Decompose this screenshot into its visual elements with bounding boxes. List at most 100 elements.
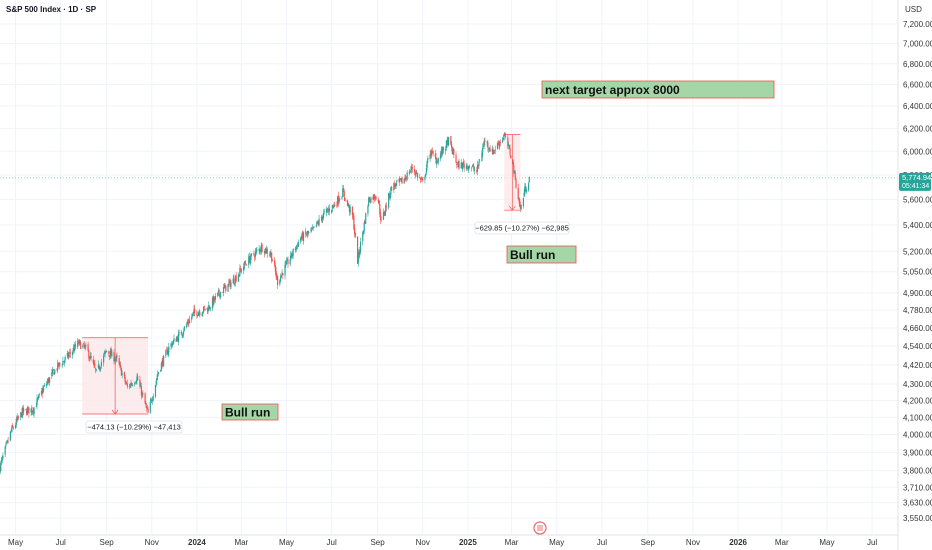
candle-body[interactable] <box>270 252 272 255</box>
candle-body[interactable] <box>240 269 242 270</box>
candle-body[interactable] <box>234 276 237 283</box>
candle-body[interactable] <box>316 222 319 224</box>
candle-body[interactable] <box>180 331 182 335</box>
candle-body[interactable] <box>456 163 458 165</box>
candle-body[interactable] <box>409 171 411 173</box>
candle-body[interactable] <box>146 407 148 409</box>
candle-body[interactable] <box>382 212 385 220</box>
candle-body[interactable] <box>410 169 412 171</box>
candle-body[interactable] <box>470 167 473 169</box>
candle-body[interactable] <box>6 440 9 443</box>
candle-body[interactable] <box>425 173 427 177</box>
candle-body[interactable] <box>235 275 237 281</box>
candle-body[interactable] <box>354 228 356 235</box>
candle-body[interactable] <box>100 362 103 367</box>
candle-body[interactable] <box>234 283 236 285</box>
candle-body[interactable] <box>502 137 505 139</box>
candle-body[interactable] <box>93 363 95 365</box>
candle-body[interactable] <box>439 154 442 159</box>
candle-body[interactable] <box>338 200 340 203</box>
candle-body[interactable] <box>63 361 65 363</box>
candle-body[interactable] <box>255 250 257 253</box>
candle-body[interactable] <box>528 177 530 183</box>
candle-body[interactable] <box>328 208 331 212</box>
candle-body[interactable] <box>453 148 455 155</box>
candle-body[interactable] <box>446 140 448 142</box>
candle-body[interactable] <box>0 459 3 463</box>
candle-body[interactable] <box>251 253 253 255</box>
candle-body[interactable] <box>197 312 200 316</box>
candle-body[interactable] <box>11 426 13 432</box>
candle-body[interactable] <box>326 209 328 210</box>
candle-body[interactable] <box>41 391 43 395</box>
candle-body[interactable] <box>499 142 502 143</box>
candle-body[interactable] <box>118 358 120 365</box>
candle-body[interactable] <box>46 381 48 384</box>
candle-body[interactable] <box>134 382 137 383</box>
candle-body[interactable] <box>147 408 149 413</box>
candle-body[interactable] <box>201 313 203 316</box>
candle-body[interactable] <box>286 259 288 262</box>
candle-body[interactable] <box>53 371 55 376</box>
candle-body[interactable] <box>482 145 485 147</box>
candle-body[interactable] <box>253 253 255 256</box>
candle-body[interactable] <box>434 153 436 157</box>
candle-body[interactable] <box>152 396 154 401</box>
candle-body[interactable] <box>83 343 85 345</box>
candle-body[interactable] <box>493 150 495 154</box>
candle-body[interactable] <box>108 355 111 357</box>
candle-body[interactable] <box>328 209 330 212</box>
candle-body[interactable] <box>486 141 488 143</box>
candle-body[interactable] <box>377 199 379 202</box>
candle-body[interactable] <box>136 376 138 382</box>
candle-body[interactable] <box>301 233 303 238</box>
candle-body[interactable] <box>177 337 179 341</box>
candle-body[interactable] <box>232 278 234 284</box>
candle-body[interactable] <box>224 284 226 288</box>
candle-body[interactable] <box>372 196 374 200</box>
candle-body[interactable] <box>316 221 318 226</box>
candle-body[interactable] <box>115 356 117 359</box>
candle-body[interactable] <box>507 137 509 147</box>
candle-body[interactable] <box>405 178 408 180</box>
candle-body[interactable] <box>157 372 160 375</box>
candle-body[interactable] <box>48 378 50 383</box>
text-notes[interactable]: Bull run Bull run next target approx 8000 <box>221 80 775 421</box>
candle-body[interactable] <box>156 377 158 381</box>
price-axis[interactable]: 7,200.00 7,000.00 6,800.00 6,600.00 6,400.00… <box>903 20 932 523</box>
candle-body[interactable] <box>525 186 527 191</box>
candle-body[interactable] <box>334 204 336 207</box>
candle-body[interactable] <box>254 251 257 257</box>
candle-body[interactable] <box>432 151 434 154</box>
candle-body[interactable] <box>217 290 219 293</box>
candle-body[interactable] <box>64 356 66 360</box>
candle-body[interactable] <box>57 362 59 371</box>
candle-body[interactable] <box>240 269 242 272</box>
symbol-title[interactable]: S&P 500 Index · 1D · SP <box>6 5 97 14</box>
candle-body[interactable] <box>492 149 494 155</box>
candle-body[interactable] <box>145 406 148 408</box>
candle-body[interactable] <box>384 211 386 216</box>
candle-body[interactable] <box>461 163 463 169</box>
candle-body[interactable] <box>222 292 224 293</box>
candle-body[interactable] <box>320 217 322 219</box>
candle-body[interactable] <box>404 177 406 179</box>
candle-body[interactable] <box>87 344 89 352</box>
candle-body[interactable] <box>187 321 189 324</box>
candle-body[interactable] <box>343 191 345 198</box>
candle-body[interactable] <box>331 204 334 209</box>
candle-body[interactable] <box>520 204 522 210</box>
candle-body[interactable] <box>351 206 353 216</box>
candle-body[interactable] <box>393 184 396 186</box>
candle-body[interactable] <box>242 267 245 271</box>
candle-body[interactable] <box>103 355 105 363</box>
candle-body[interactable] <box>483 141 485 146</box>
candle-body[interactable] <box>15 418 17 426</box>
candle-body[interactable] <box>167 351 169 355</box>
candle-body[interactable] <box>346 199 348 203</box>
candle-body[interactable] <box>176 337 178 342</box>
candle-body[interactable] <box>140 385 142 387</box>
candle-body[interactable] <box>26 408 28 415</box>
candle-body[interactable] <box>344 197 346 201</box>
candle-body[interactable] <box>389 194 391 199</box>
